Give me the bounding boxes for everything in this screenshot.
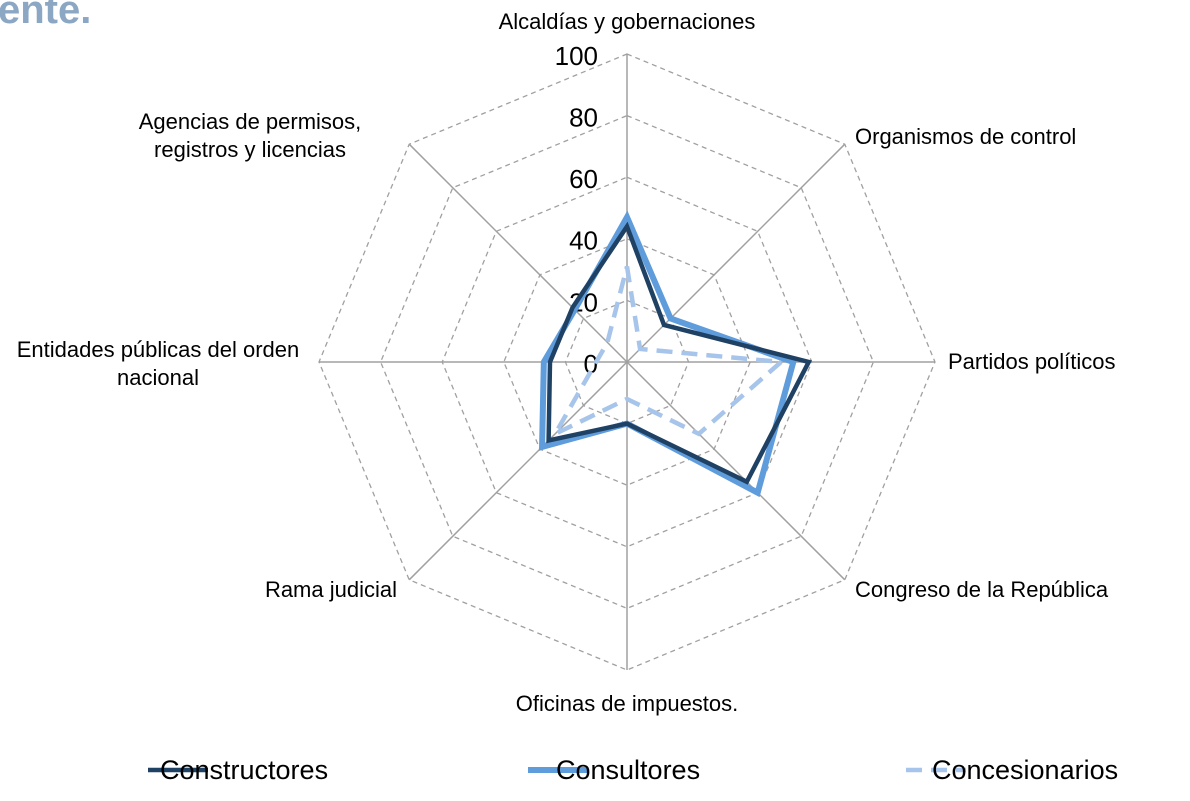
legend-label: Constructores: [160, 755, 328, 785]
category-label: Oficinas de impuestos.: [515, 691, 739, 716]
category-label: Congreso de la República: [855, 577, 1109, 602]
tick-label: 100: [555, 41, 598, 71]
series-line: [546, 221, 813, 485]
spoke: [626, 143, 846, 363]
spoke: [626, 361, 846, 581]
spoke: [408, 143, 628, 363]
legend-label: Consultores: [556, 755, 700, 785]
spoke: [408, 361, 628, 581]
legend-label: Concesionarios: [932, 755, 1118, 785]
category-label: Agencias de permisos, registros y licenc…: [138, 109, 362, 162]
category-label: Entidades públicas del orden nacional: [16, 337, 300, 390]
series-line: [549, 265, 787, 440]
chart-title: ente.: [0, 0, 92, 32]
tick-label: 0: [584, 349, 598, 379]
category-label: Organismos de control: [855, 124, 1077, 149]
tick-label: 60: [569, 164, 598, 194]
tick-label: 40: [569, 226, 598, 256]
tick-label: 80: [569, 102, 598, 132]
category-label: Rama judicial: [264, 577, 397, 602]
category-label: Alcaldías y gobernaciones: [498, 9, 756, 34]
category-label: Partidos políticos: [948, 349, 1116, 374]
